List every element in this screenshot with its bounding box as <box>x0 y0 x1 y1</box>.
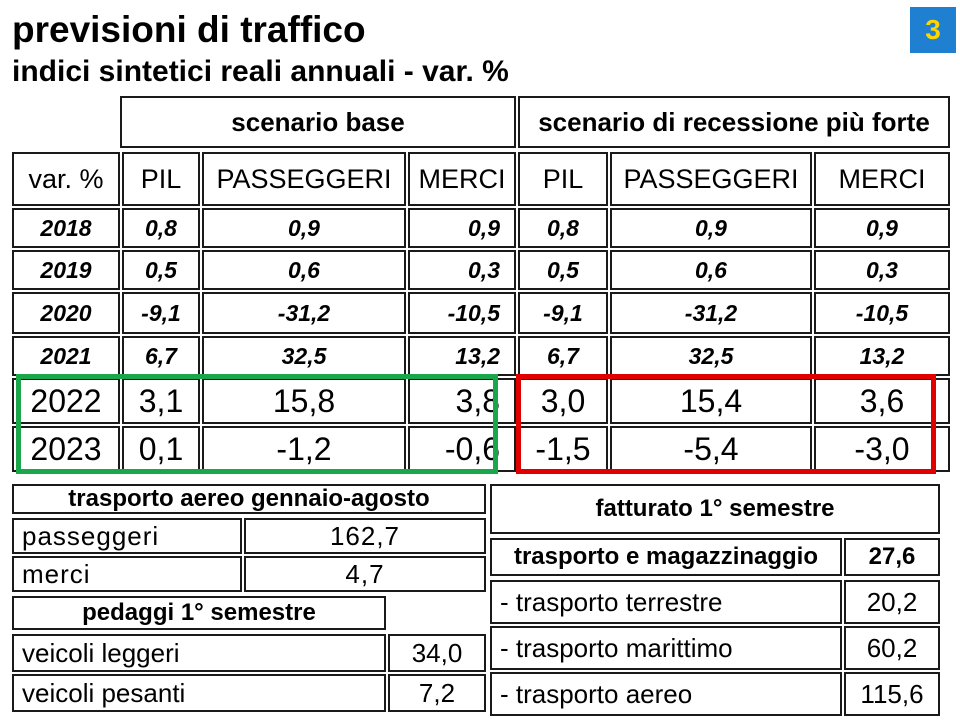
column-header-pil-recession: PIL <box>518 152 608 206</box>
table-cell: 0,8 <box>518 208 608 248</box>
table-cell: 3,1 <box>122 378 200 424</box>
revenue-row-label: - trasporto aereo <box>490 672 842 716</box>
tolls-row-value: 7,2 <box>388 674 486 712</box>
table-cell: 0,5 <box>518 250 608 290</box>
table-row-year: 2020 <box>12 292 120 334</box>
table-cell: -31,2 <box>610 292 812 334</box>
table-cell: 15,4 <box>610 378 812 424</box>
table-cell: 0,9 <box>408 208 516 248</box>
table-row-year: 2019 <box>12 250 120 290</box>
column-header-pil-base: PIL <box>122 152 200 206</box>
column-header-merci-recession: MERCI <box>814 152 950 206</box>
table-cell: 0,8 <box>122 208 200 248</box>
table-cell: -10,5 <box>814 292 950 334</box>
table-cell: -9,1 <box>518 292 608 334</box>
column-header-var: var. % <box>12 152 120 206</box>
table-row-year: 2021 <box>12 336 120 376</box>
page-title: previsioni di traffico <box>12 9 366 50</box>
table-cell: -10,5 <box>408 292 516 334</box>
table-cell: 0,9 <box>202 208 406 248</box>
table-cell: 0,6 <box>202 250 406 290</box>
revenue-total-label: trasporto e magazzinaggio <box>490 538 842 576</box>
table-cell: -0,6 <box>408 426 516 472</box>
table-cell: 32,5 <box>610 336 812 376</box>
tolls-row-label: veicoli pesanti <box>12 674 386 712</box>
table-cell: 13,2 <box>814 336 950 376</box>
table-cell: 3,8 <box>408 378 516 424</box>
table-cell: 0,9 <box>610 208 812 248</box>
table-cell: 0,6 <box>610 250 812 290</box>
revenue-total-value: 27,6 <box>844 538 940 576</box>
table-cell: 0,9 <box>814 208 950 248</box>
air-row-label: merci <box>12 556 242 592</box>
table-cell: 3,0 <box>518 378 608 424</box>
tolls-row-label: veicoli leggeri <box>12 634 386 672</box>
revenue-row-label: - trasporto marittimo <box>490 626 842 670</box>
table-row-year: 2018 <box>12 208 120 248</box>
table-cell: -1,5 <box>518 426 608 472</box>
table-cell: 0,5 <box>122 250 200 290</box>
table-row-year: 2022 <box>12 378 120 424</box>
column-header-passeggeri-base: PASSEGGERI <box>202 152 406 206</box>
revenue-row-value: 20,2 <box>844 580 940 624</box>
air-transport-title: trasporto aereo gennaio-agosto <box>12 484 486 514</box>
table-cell: 0,1 <box>122 426 200 472</box>
revenue-row-label: - trasporto terrestre <box>490 580 842 624</box>
air-row-label: passeggeri <box>12 518 242 554</box>
scenario-base-header: scenario base <box>120 96 516 148</box>
table-row-year: 2023 <box>12 426 120 472</box>
table-cell: -9,1 <box>122 292 200 334</box>
table-cell: -5,4 <box>610 426 812 472</box>
table-cell: -3,0 <box>814 426 950 472</box>
tolls-row-value: 34,0 <box>388 634 486 672</box>
page-subtitle: indici sintetici reali annuali - var. % <box>12 55 509 88</box>
table-corner <box>12 98 118 148</box>
table-cell: 32,5 <box>202 336 406 376</box>
table-cell: 0,3 <box>408 250 516 290</box>
table-cell: 13,2 <box>408 336 516 376</box>
table-cell: -1,2 <box>202 426 406 472</box>
table-cell: 6,7 <box>122 336 200 376</box>
revenue-title: fatturato 1° semestre <box>490 484 940 534</box>
table-cell: -31,2 <box>202 292 406 334</box>
column-header-passeggeri-recession: PASSEGGERI <box>610 152 812 206</box>
slide-number-badge: 3 <box>910 7 956 53</box>
table-cell: 6,7 <box>518 336 608 376</box>
scenario-recession-header: scenario di recessione più forte <box>518 96 950 148</box>
revenue-row-value: 115,6 <box>844 672 940 716</box>
air-row-value: 162,7 <box>244 518 486 554</box>
air-row-value: 4,7 <box>244 556 486 592</box>
column-header-merci-base: MERCI <box>408 152 516 206</box>
revenue-row-value: 60,2 <box>844 626 940 670</box>
tolls-title: pedaggi 1° semestre <box>12 596 386 630</box>
table-cell: 3,6 <box>814 378 950 424</box>
table-cell: 15,8 <box>202 378 406 424</box>
table-cell: 0,3 <box>814 250 950 290</box>
